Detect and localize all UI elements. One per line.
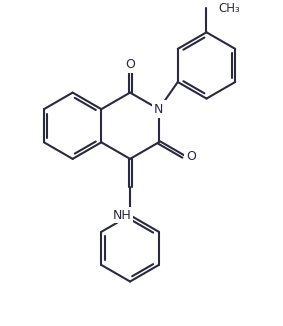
Text: NH: NH: [113, 209, 132, 222]
Text: O: O: [186, 150, 196, 163]
Text: CH₃: CH₃: [218, 2, 240, 15]
Text: O: O: [125, 58, 135, 71]
Text: N: N: [154, 103, 164, 116]
